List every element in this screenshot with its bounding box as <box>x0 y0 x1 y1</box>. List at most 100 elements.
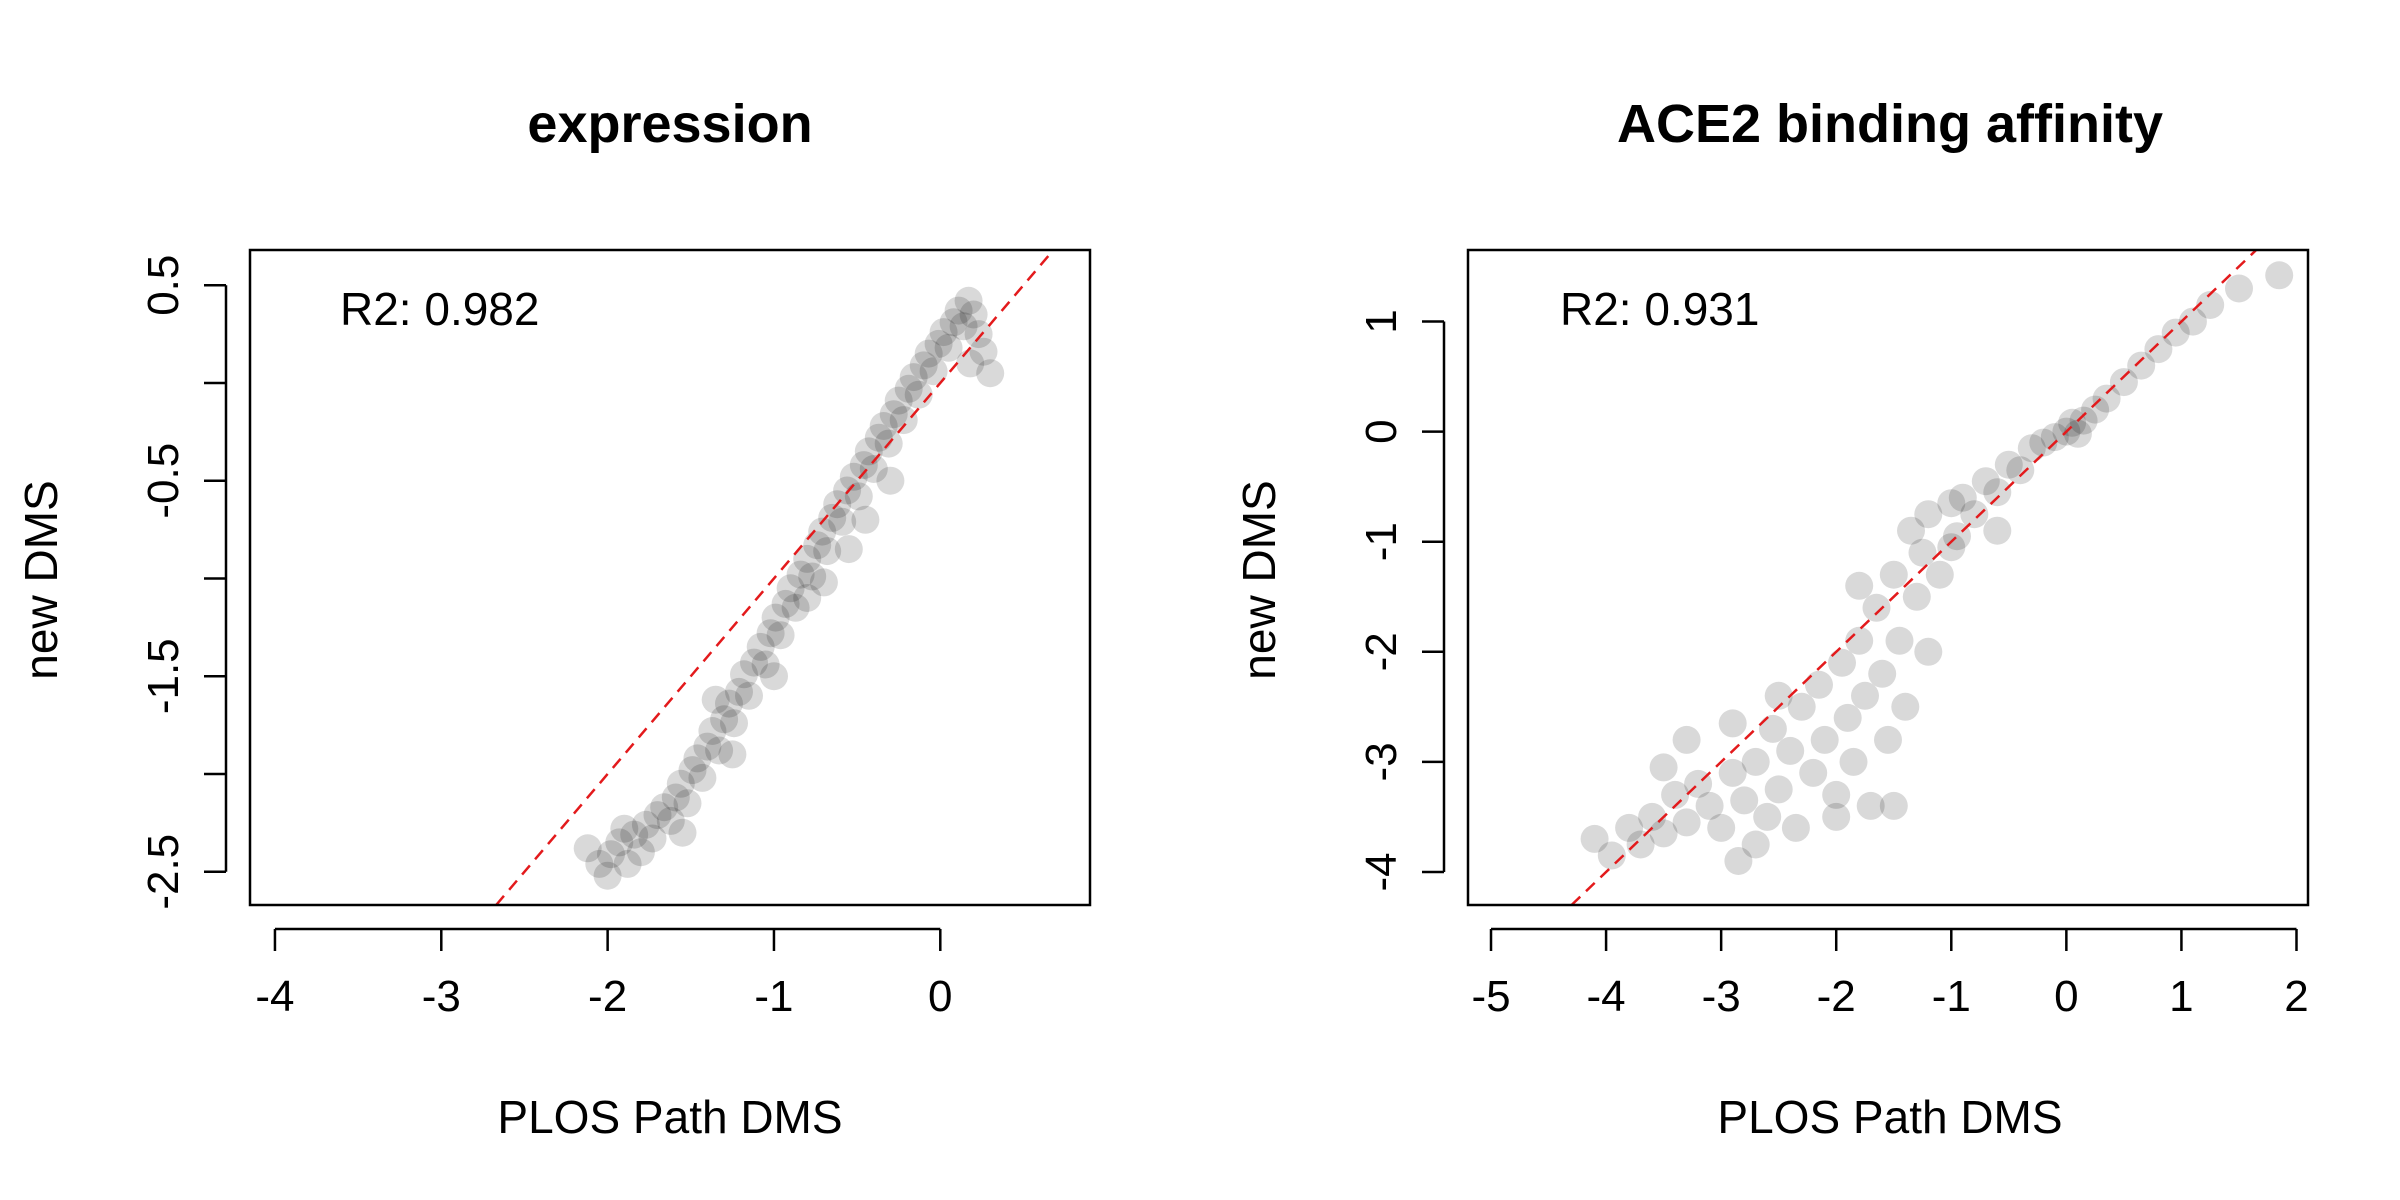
data-point <box>1983 478 2012 507</box>
data-point <box>2161 318 2190 347</box>
data-point <box>1960 500 1989 529</box>
data-point <box>1983 516 2012 545</box>
data-point <box>710 705 739 734</box>
data-point <box>631 810 660 839</box>
x-tick-label: -2 <box>1817 972 1856 1021</box>
data-point <box>844 482 873 511</box>
y-tick-label: -4 <box>1357 852 1406 891</box>
data-point <box>884 386 913 415</box>
data-point <box>1897 516 1925 545</box>
data-point <box>1580 824 1609 853</box>
data-point <box>1874 725 1902 754</box>
plot-frame <box>248 248 1092 907</box>
data-point <box>1724 847 1753 875</box>
data-point <box>2040 423 2069 452</box>
data-point <box>2081 395 2110 424</box>
data-point <box>959 300 988 329</box>
data-point <box>585 849 614 878</box>
data-point <box>2069 406 2098 435</box>
data-point <box>1908 538 1937 567</box>
data-point <box>1828 648 1856 677</box>
data-point <box>1810 725 1839 754</box>
data-point <box>2109 368 2138 397</box>
data-point <box>1879 560 1908 589</box>
data-point <box>620 820 649 849</box>
data-point <box>2144 335 2173 364</box>
x-tick-label: -5 <box>1471 972 1510 1021</box>
data-point <box>1649 819 1678 848</box>
data-point <box>1891 692 1920 721</box>
data-point <box>1994 450 2023 479</box>
data-point <box>573 834 602 863</box>
data-point <box>828 507 857 536</box>
data-point <box>1868 659 1897 688</box>
x-axis-label: PLOS Path DMS <box>497 1091 842 1143</box>
data-point <box>1937 533 1966 562</box>
data-point <box>939 308 968 337</box>
data-point <box>1764 775 1793 804</box>
data-point <box>929 318 958 347</box>
data-point <box>1718 758 1747 787</box>
scatter-points <box>1580 261 2294 875</box>
r2-annotation: R2: 0.931 <box>1560 283 1759 335</box>
data-point <box>593 861 622 890</box>
data-point <box>919 357 948 386</box>
data-point <box>718 740 747 769</box>
data-point <box>668 818 697 847</box>
data-point <box>956 349 985 378</box>
data-point <box>2058 408 2087 437</box>
data-point <box>1839 747 1868 776</box>
data-point <box>715 689 743 718</box>
data-point <box>839 462 868 491</box>
x-tick-label: -1 <box>1932 972 1971 1021</box>
data-point <box>597 840 625 869</box>
data-point <box>2017 434 2046 463</box>
data-point <box>1902 582 1931 611</box>
data-point <box>2029 428 2058 457</box>
data-point <box>909 351 938 380</box>
data-point <box>1856 791 1885 820</box>
x-tick-label: 0 <box>928 972 952 1021</box>
data-point <box>1753 802 1782 831</box>
data-point <box>1914 637 1943 666</box>
data-point <box>2225 274 2253 303</box>
data-point <box>949 312 978 341</box>
identity-line <box>1570 249 2258 906</box>
data-point <box>771 589 800 618</box>
y-tick-label: 1 <box>1357 309 1406 333</box>
y-tick-label: -0.5 <box>139 443 188 519</box>
data-point <box>613 849 642 878</box>
x-axis: -5 -4 -3 -2 -1 0 1 2 <box>1471 927 2309 1021</box>
data-point <box>1833 703 1862 732</box>
data-point <box>1937 489 1966 518</box>
scatter-points <box>573 286 1005 890</box>
data-point <box>666 769 695 798</box>
data-point <box>944 296 973 325</box>
data-point <box>1781 813 1810 842</box>
data-point <box>1730 786 1759 815</box>
data-point <box>1851 681 1879 710</box>
data-point <box>1638 802 1667 831</box>
x-tick-label: -1 <box>754 972 793 1021</box>
data-point <box>2265 261 2294 290</box>
data-point <box>1672 808 1701 837</box>
data-point <box>834 535 863 564</box>
data-point <box>761 603 790 632</box>
data-point <box>1822 802 1851 831</box>
data-point <box>976 359 1005 388</box>
data-point <box>879 400 908 429</box>
data-point <box>661 783 690 812</box>
data-point <box>1971 467 2000 496</box>
x-tick-label: 2 <box>2284 972 2308 1021</box>
data-point <box>803 531 832 560</box>
data-point <box>1925 560 1954 589</box>
data-point <box>899 363 928 392</box>
data-point <box>1862 593 1891 622</box>
data-point <box>638 824 667 853</box>
data-point <box>1718 709 1747 738</box>
x-axis: -4 -3 -2 -1 0 <box>255 927 953 1021</box>
data-point <box>725 677 753 706</box>
data-point <box>730 660 758 689</box>
data-point <box>969 337 998 366</box>
